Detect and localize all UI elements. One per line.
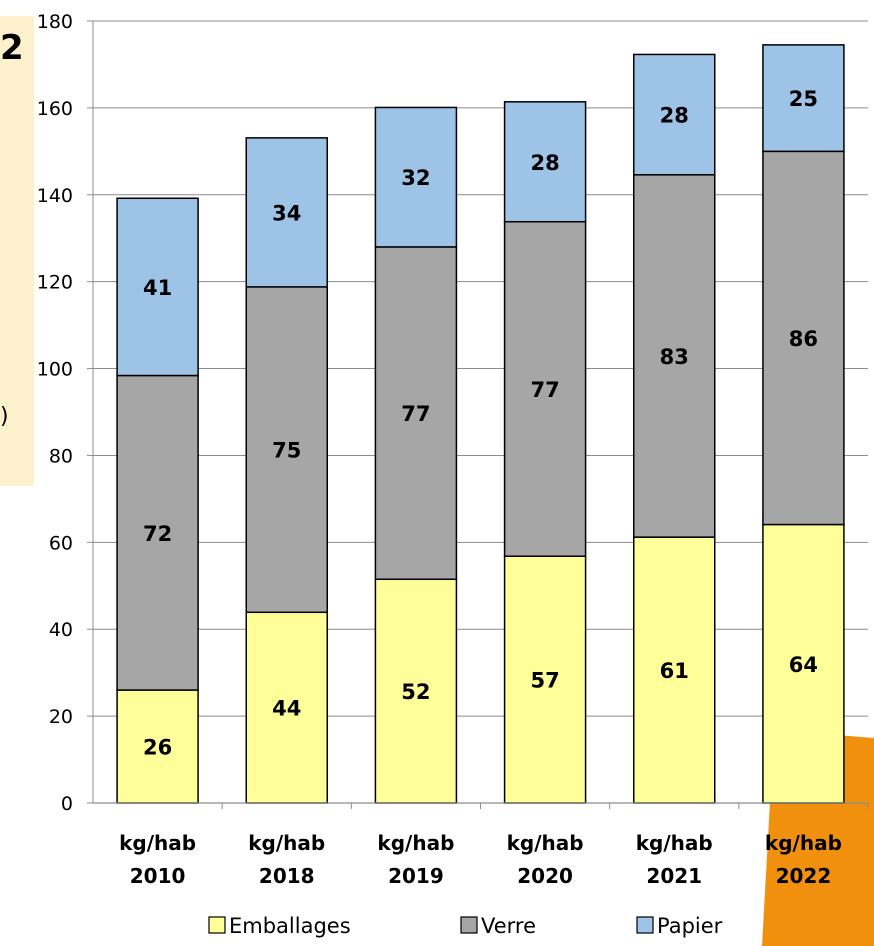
bar-verre	[762, 150, 845, 526]
x-tick-label: kg/hab	[377, 831, 454, 855]
data-label: 52	[401, 680, 430, 704]
bar-papier	[503, 101, 587, 223]
data-label: 61	[660, 659, 689, 683]
data-label: 75	[272, 439, 301, 463]
y-tick-label: 140	[37, 185, 73, 207]
data-label: 41	[143, 276, 172, 300]
x-tick-label: kg/hab	[119, 831, 196, 855]
bar-papier	[374, 106, 458, 248]
x-tick-label: kg/hab	[507, 831, 584, 855]
bar-emballages	[503, 555, 587, 804]
bar-papier	[762, 44, 845, 153]
legend-label: Papier	[657, 914, 723, 938]
y-tick-label: 100	[37, 359, 73, 381]
legend-label: Emballages	[229, 914, 351, 938]
bar-papier	[633, 53, 716, 176]
y-tick-label: 120	[37, 272, 73, 294]
y-tick-label: 0	[61, 793, 73, 815]
x-tick-label: 2010	[130, 864, 186, 888]
x-tick-label: kg/hab	[248, 831, 325, 855]
cropped-heading-fragment: 2	[0, 28, 24, 68]
x-tick-label: 2022	[776, 864, 832, 888]
bar-papier	[245, 137, 328, 288]
data-label: 64	[789, 653, 818, 677]
data-label: 25	[789, 87, 818, 111]
bar-verre	[116, 374, 199, 691]
data-label: 44	[272, 697, 301, 721]
bar-emballages	[762, 523, 845, 804]
bar-verre	[245, 286, 328, 614]
legend-swatch-emballages	[208, 916, 226, 934]
legend-swatch-verre	[460, 916, 478, 934]
y-tick-label: 40	[49, 619, 73, 641]
data-label: 72	[143, 522, 172, 546]
bar-emballages	[116, 689, 199, 804]
x-tick-label: 2021	[646, 864, 702, 888]
data-label: 77	[401, 402, 430, 426]
data-label: 32	[401, 166, 430, 190]
y-tick-label: 20	[49, 706, 73, 728]
data-label: 83	[660, 345, 689, 369]
x-tick-label: 2019	[388, 864, 444, 888]
x-tick-label: 2018	[259, 864, 315, 888]
legend-swatch-papier	[636, 916, 654, 934]
data-label: 57	[530, 669, 559, 693]
x-tick-label: kg/hab	[765, 831, 842, 855]
data-label: 26	[143, 736, 172, 760]
bar-verre	[374, 246, 458, 581]
data-label: 34	[272, 201, 301, 225]
data-label: 77	[530, 378, 559, 402]
y-tick-label: 80	[49, 445, 73, 467]
data-label: 28	[530, 151, 559, 175]
bar-emballages	[374, 578, 458, 804]
side-panel	[0, 16, 34, 486]
cropped-text-fragment: )	[0, 404, 9, 429]
bar-verre	[503, 220, 587, 557]
legend-label: Verre	[481, 914, 536, 938]
x-tick-label: 2020	[517, 864, 573, 888]
y-tick-label: 180	[37, 11, 73, 33]
x-tick-label: kg/hab	[636, 831, 713, 855]
y-tick-label: 60	[49, 532, 73, 554]
bar-papier	[116, 197, 199, 377]
data-label: 28	[660, 104, 689, 128]
y-tick-label: 160	[37, 98, 73, 120]
data-label: 86	[789, 327, 818, 351]
